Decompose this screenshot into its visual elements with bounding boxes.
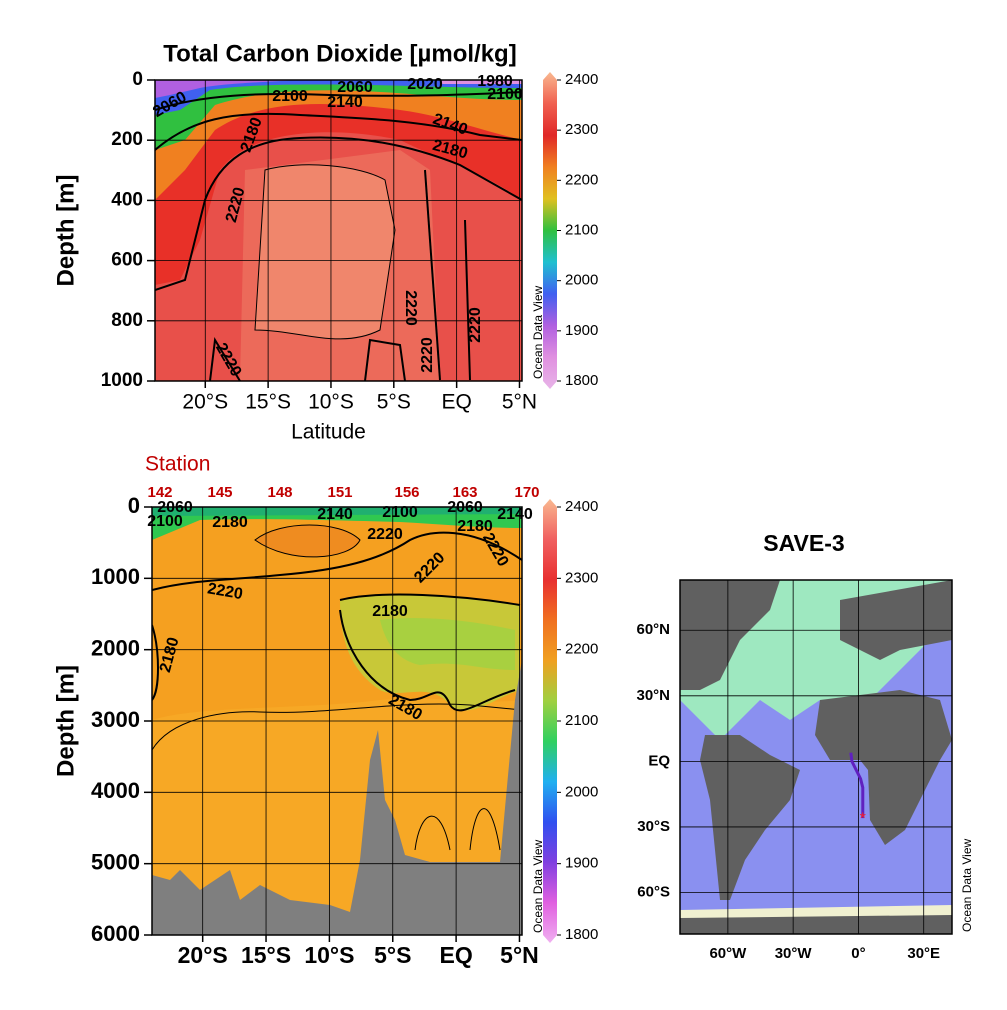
y-tick-label: EQ (648, 752, 670, 769)
y-tick-label: 60°S (637, 883, 670, 900)
contour-label: 2220 (206, 580, 244, 603)
contour-label: 2100 (382, 504, 418, 521)
chart-title: Total Carbon Dioxide [µmol/kg] (163, 40, 516, 67)
y-tick-label: 30°N (636, 687, 670, 704)
colorbar-tick-label: 2300 (565, 121, 598, 138)
watermark: Ocean Data View (531, 286, 545, 379)
station-label: 170 (514, 484, 539, 501)
y-tick-label: 600 (111, 250, 143, 271)
x-tick-label: 0° (851, 945, 865, 962)
x-tick-label: 20°S (178, 942, 228, 968)
contour-label: 2060 (157, 499, 193, 516)
y-tick-label: 30°S (637, 818, 670, 835)
y-axis-label: Depth [m] (52, 175, 79, 287)
y-tick-label: 1000 (101, 370, 143, 391)
contour-label: 2100 (487, 86, 523, 103)
x-tick-label: 10°S (308, 391, 354, 414)
x-tick-label: 30°W (775, 945, 813, 962)
x-tick-label: 60°W (709, 945, 747, 962)
contour-label: 2220 (419, 337, 436, 373)
x-tick-label: 20°S (182, 391, 228, 414)
map-frame (679, 579, 953, 935)
contour-label: 2180 (212, 514, 248, 531)
station-label: 163 (452, 484, 477, 501)
plot-frame (154, 79, 523, 382)
station-label: 145 (207, 484, 232, 501)
contour-label: 2180 (372, 603, 408, 620)
colorbar-tick-label: 2200 (565, 171, 598, 188)
contour-label: 2020 (407, 76, 443, 93)
y-tick-label: 800 (111, 310, 143, 331)
track-end: * (860, 810, 866, 827)
y-tick-label: 4000 (91, 778, 140, 803)
x-tick-label: 10°S (304, 942, 354, 968)
y-tick-label: 0 (128, 493, 140, 518)
y-tick-label: 6000 (91, 921, 140, 946)
x-tick-label: 5°N (502, 391, 537, 414)
contour-label: 2180 (457, 518, 493, 535)
contour-label: 2100 (147, 513, 183, 530)
y-tick-label: 2000 (91, 635, 140, 660)
y-tick-label: 60°N (636, 621, 670, 638)
watermark: Ocean Data View (960, 839, 974, 932)
x-tick-label: EQ (439, 942, 472, 968)
colorbar-tick-label: 2100 (565, 712, 598, 729)
colorbar-tick-label: 2100 (565, 221, 598, 238)
contour-label: 2220 (467, 307, 484, 343)
map-field (680, 580, 952, 934)
y-tick-label: 400 (111, 189, 143, 210)
y-tick-label: 1000 (91, 564, 140, 589)
contour-label: 1980 (477, 73, 513, 90)
colorbar (543, 72, 557, 389)
x-tick-label: 5°N (500, 942, 539, 968)
cruise-track (849, 752, 865, 819)
colorbar-tick-label: 1900 (565, 855, 598, 872)
x-axis-label: Latitude (291, 421, 366, 444)
station-label: 151 (327, 484, 352, 501)
colorbar-tick-label: 1800 (565, 926, 598, 943)
contour-label: 2060 (337, 79, 373, 96)
colorbar-tick-label: 2000 (565, 783, 598, 800)
contour-label: 2220 (402, 290, 419, 326)
y-tick-label: 3000 (91, 707, 140, 732)
x-tick-label: EQ (441, 391, 471, 414)
field-top (155, 80, 522, 381)
contour-label: 2060 (447, 499, 483, 516)
station-label: 148 (267, 484, 292, 501)
y-axis-label: Depth [m] (52, 665, 79, 777)
y-tick-label: 5000 (91, 849, 140, 874)
station-label: 142 (147, 484, 172, 501)
contour-label: 2220 (367, 526, 403, 543)
colorbar-tick-label: 1900 (565, 322, 598, 339)
colorbar-tick-label: 2200 (565, 641, 598, 658)
x-tick-label: 15°S (245, 391, 291, 414)
x-tick-label: 5°S (374, 942, 411, 968)
contour-label: 2140 (327, 94, 363, 111)
colorbar-tick-label: 2000 (565, 272, 598, 289)
contour-label: 2140 (317, 506, 353, 523)
x-tick-label: 15°S (241, 942, 291, 968)
map-title: SAVE-3 (763, 530, 844, 556)
colorbar-tick-label: 2400 (565, 498, 598, 515)
colorbar-tick-label: 1800 (565, 372, 598, 389)
colorbar-tick-label: 2300 (565, 569, 598, 586)
y-tick-label: 0 (132, 69, 143, 90)
colorbar-tick-label: 2400 (565, 71, 598, 88)
chart-title: Station (145, 453, 210, 476)
station-label: 156 (394, 484, 419, 501)
contour-label: 2100 (272, 88, 308, 105)
colorbar (543, 499, 557, 943)
x-tick-label: 30°E (907, 945, 940, 962)
x-tick-label: 5°S (377, 391, 411, 414)
contour-label: 2140 (497, 506, 533, 523)
watermark: Ocean Data View (531, 840, 545, 933)
y-tick-label: 200 (111, 129, 143, 150)
